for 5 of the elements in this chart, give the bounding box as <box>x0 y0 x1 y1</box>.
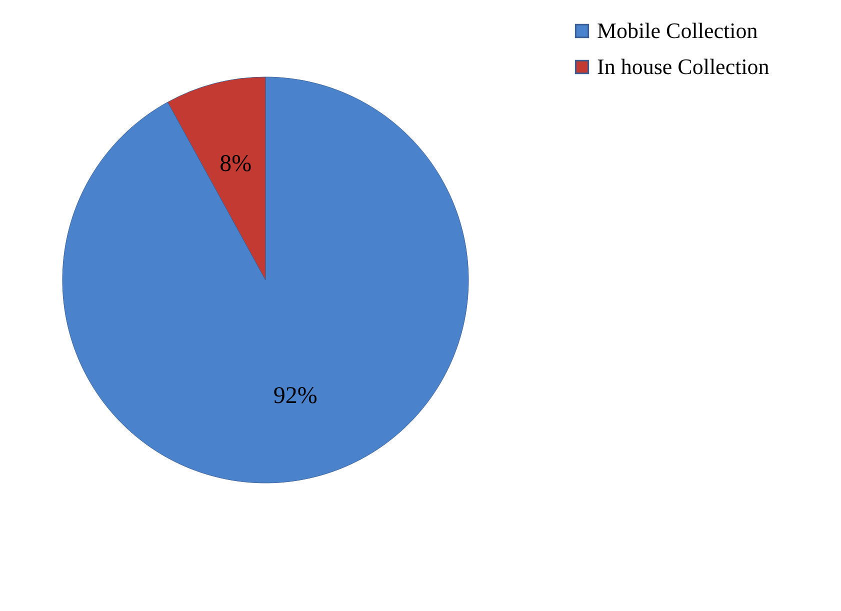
data-label: 8% <box>220 150 252 177</box>
legend-label: In house Collection <box>597 54 770 79</box>
legend-label: Mobile Collection <box>597 18 758 43</box>
data-label: 92% <box>273 383 318 410</box>
pie-slice <box>62 76 469 483</box>
